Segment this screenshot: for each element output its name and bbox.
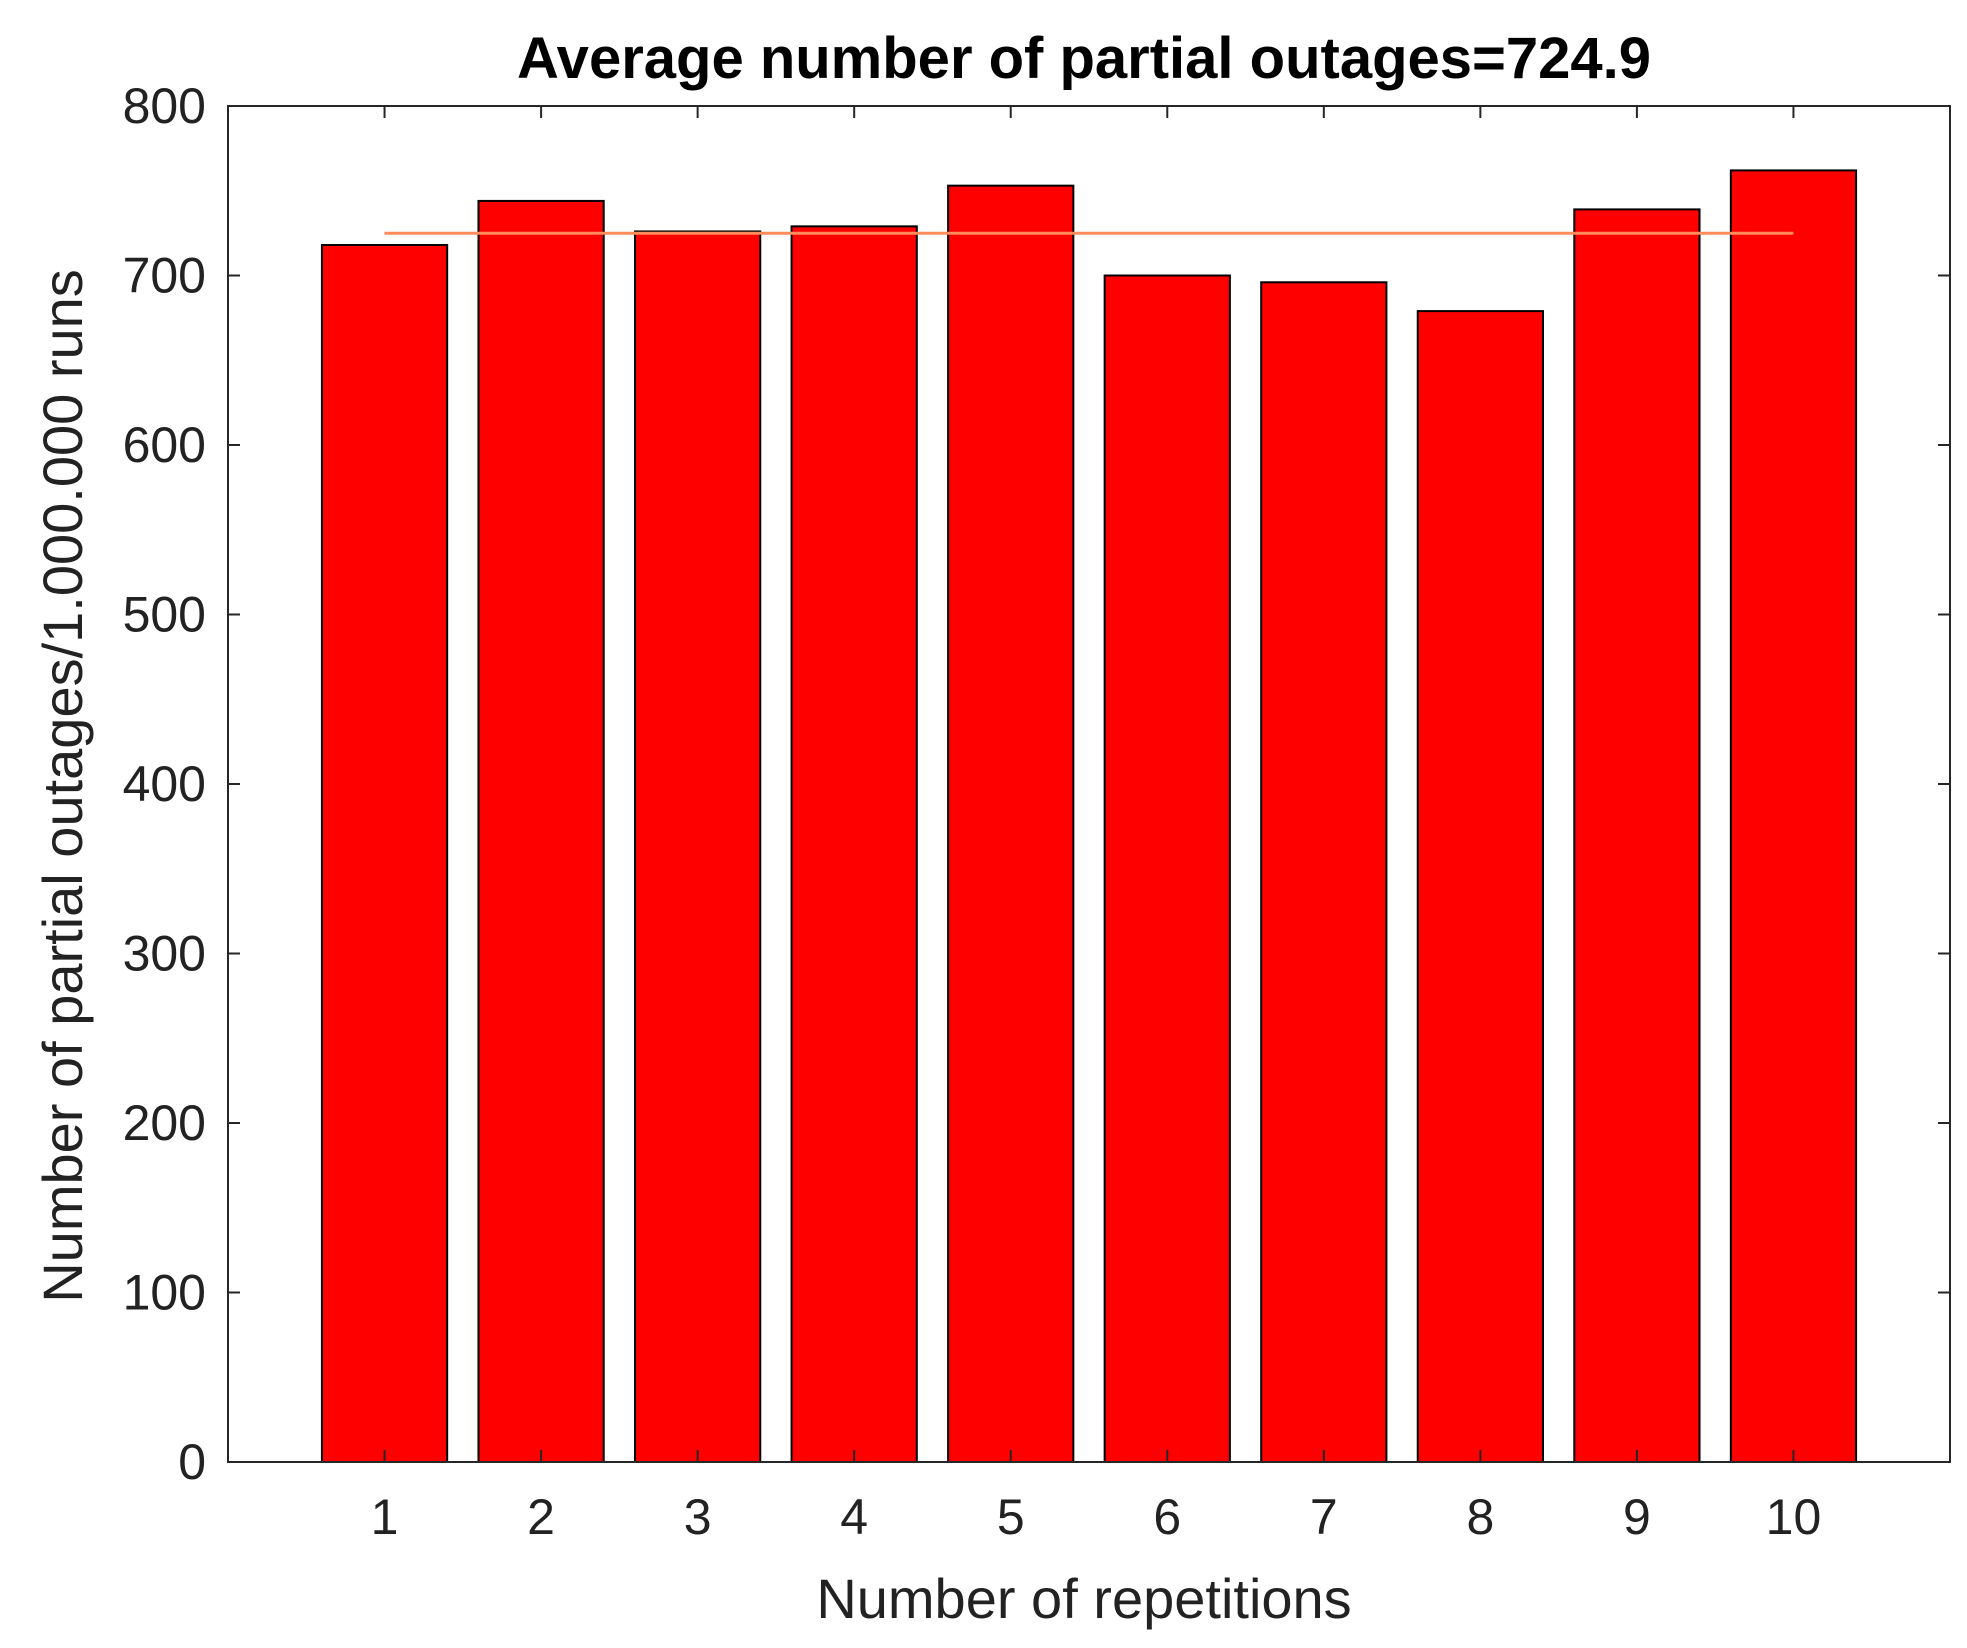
bar-8 <box>1416 310 1544 1464</box>
y-tick-label: 100 <box>123 1265 206 1321</box>
bar-1 <box>320 243 449 1464</box>
y-tick-label: 0 <box>178 1434 206 1490</box>
y-tick-label: 600 <box>123 417 206 473</box>
x-tick-label: 2 <box>527 1489 555 1545</box>
y-tick-label: 300 <box>123 926 206 982</box>
x-tick-label: 5 <box>997 1489 1025 1545</box>
y-axis-label: Number of partial outages/1.000.000 runs <box>31 269 94 1303</box>
x-tick-label: 4 <box>840 1489 868 1545</box>
y-tick-label: 700 <box>123 248 206 304</box>
bar-6 <box>1103 274 1231 1463</box>
bar-4 <box>790 225 918 1464</box>
y-tick-label: 800 <box>123 78 206 134</box>
x-tick-label: 3 <box>684 1489 712 1545</box>
x-tick-label: 9 <box>1623 1489 1651 1545</box>
x-tick-label: 7 <box>1310 1489 1338 1545</box>
y-tick-label: 400 <box>123 756 206 812</box>
x-tick-label: 10 <box>1766 1489 1822 1545</box>
y-tick-label: 500 <box>123 587 206 643</box>
x-tick-label: 8 <box>1466 1489 1494 1545</box>
bar-9 <box>1573 208 1701 1463</box>
bar-3 <box>634 230 762 1463</box>
x-tick-label: 1 <box>371 1489 399 1545</box>
chart-title: Average number of partial outages=724.9 <box>517 26 1651 91</box>
bar-5 <box>947 184 1075 1463</box>
bar-10 <box>1729 169 1858 1463</box>
y-tick-label: 200 <box>123 1095 206 1151</box>
x-axis-label: Number of repetitions <box>816 1567 1351 1630</box>
bar-2 <box>477 199 605 1463</box>
bar-7 <box>1260 281 1388 1463</box>
x-tick-label: 6 <box>1153 1489 1181 1545</box>
